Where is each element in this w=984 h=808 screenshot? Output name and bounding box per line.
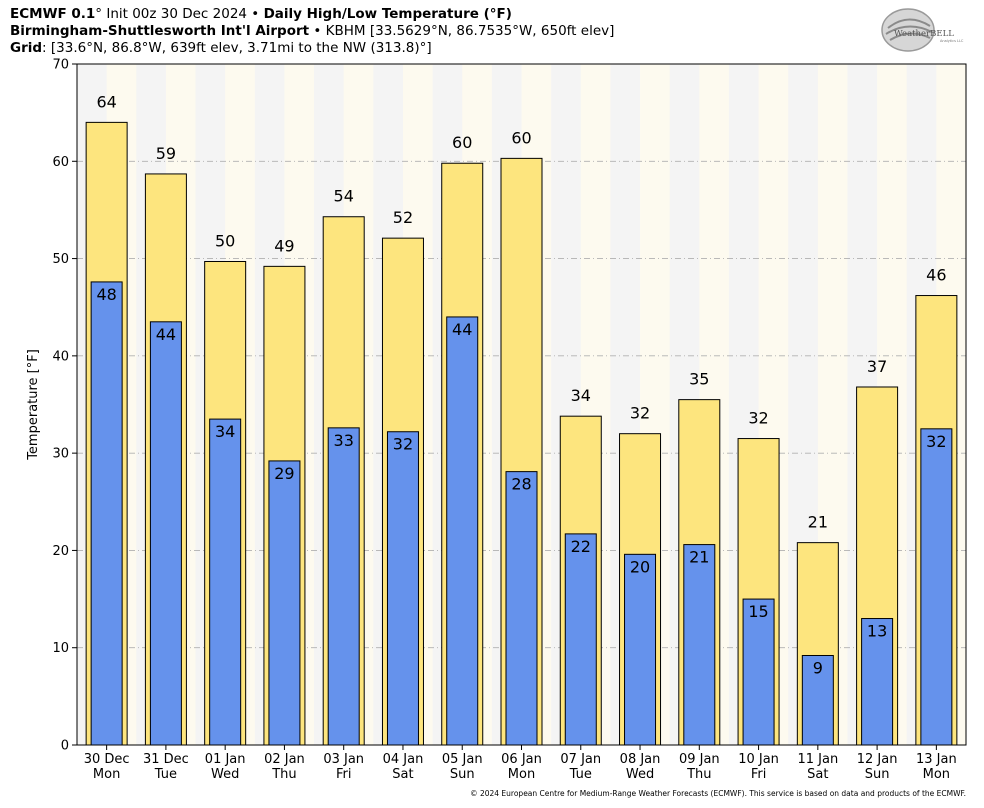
x-tick-label-day: Wed: [626, 767, 654, 782]
y-tick-label: 60: [52, 155, 69, 170]
high-label: 52: [393, 208, 413, 227]
high-label: 21: [808, 513, 828, 532]
x-tick-label-day: Fri: [336, 767, 352, 782]
high-label: 60: [452, 133, 472, 152]
low-bar: [327, 427, 360, 746]
low-bar: [209, 418, 242, 746]
y-tick-label: 70: [52, 58, 69, 73]
low-bar: [149, 321, 182, 746]
high-label: 54: [334, 187, 354, 206]
x-tick-label-date: 12 Jan: [857, 752, 898, 767]
x-tick-label-day: Sun: [450, 767, 475, 782]
x-tick-label-day: Wed: [211, 767, 239, 782]
low-label: 20: [630, 557, 650, 576]
x-tick-label-day: Mon: [93, 767, 120, 782]
x-tick-label-date: 30 Dec: [84, 752, 130, 767]
high-label: 37: [867, 357, 887, 376]
low-label: 28: [511, 475, 531, 494]
x-tick-label-day: Tue: [569, 767, 592, 782]
y-axis-label: Temperature [°F]: [26, 349, 41, 461]
y-tick-label: 50: [52, 252, 69, 267]
model-name: ECMWF 0.1: [10, 6, 96, 22]
logo-text: WeatherBELL: [894, 29, 954, 39]
x-tick-label-date: 07 Jan: [560, 752, 601, 767]
copyright-footer: © 2024 European Centre for Medium-Range …: [470, 789, 966, 798]
low-label: 44: [452, 320, 472, 339]
low-label: 48: [96, 285, 116, 304]
high-label: 59: [156, 144, 176, 163]
high-label: 46: [926, 266, 946, 285]
x-tick-label-day: Tue: [154, 767, 177, 782]
x-tick-label-day: Thu: [686, 767, 711, 782]
low-bar: [268, 460, 301, 746]
x-tick-label-day: Thu: [271, 767, 296, 782]
low-bar: [683, 544, 716, 746]
x-tick-label-date: 02 Jan: [264, 752, 305, 767]
low-bar: [920, 428, 953, 746]
logo-subtext: Analytics LLC: [940, 39, 964, 43]
grid-details: : [33.6°N, 86.8°W, 639ft elev, 3.71mi to…: [42, 40, 432, 56]
product-title: Daily High/Low Temperature (°F): [263, 6, 512, 22]
plot-frame: [76, 63, 967, 746]
x-tick-label-date: 13 Jan: [916, 752, 957, 767]
x-tick-label-date: 31 Dec: [143, 752, 189, 767]
low-bar: [624, 553, 657, 746]
x-tick-label-day: Fri: [751, 767, 767, 782]
x-tick-label-date: 09 Jan: [679, 752, 720, 767]
x-tick-label-date: 08 Jan: [620, 752, 661, 767]
high-label: 50: [215, 231, 235, 250]
station-details: • KBHM [33.5629°N, 86.7535°W, 650ft elev…: [309, 23, 615, 39]
x-tick-label-day: Mon: [508, 767, 535, 782]
high-label: 49: [274, 236, 294, 255]
station-name: Birmingham-Shuttlesworth Int'l Airport: [10, 23, 310, 39]
x-tick-label-date: 11 Jan: [797, 752, 838, 767]
low-label: 15: [748, 602, 768, 621]
high-label: 32: [630, 404, 650, 423]
high-label: 32: [748, 409, 768, 428]
low-bar: [861, 618, 894, 746]
low-label: 33: [334, 431, 354, 450]
low-label: 32: [926, 432, 946, 451]
header-line-2: Birmingham-Shuttlesworth Int'l Airport •…: [10, 23, 614, 40]
low-label: 9: [813, 658, 823, 677]
high-label: 35: [689, 370, 709, 389]
high-label: 60: [511, 128, 531, 147]
x-tick-label-day: Sun: [865, 767, 890, 782]
header-line-1: ECMWF 0.1° Init 00z 30 Dec 2024 • Daily …: [10, 6, 512, 23]
x-tick-label-day: Sat: [392, 767, 413, 782]
y-tick-label: 20: [52, 544, 69, 559]
low-label: 13: [867, 622, 887, 641]
x-tick-label-day: Sat: [807, 767, 828, 782]
low-label: 44: [156, 325, 176, 344]
y-tick-label: 0: [61, 739, 69, 754]
low-bar: [564, 533, 597, 746]
high-label: 64: [96, 92, 116, 111]
low-bar: [446, 316, 479, 746]
x-tick-label-date: 06 Jan: [501, 752, 542, 767]
x-tick-label-date: 03 Jan: [323, 752, 364, 767]
low-bar: [90, 281, 123, 746]
low-label: 21: [689, 548, 709, 567]
low-bar: [386, 431, 419, 746]
low-bar: [505, 471, 538, 746]
x-tick-label-date: 10 Jan: [738, 752, 779, 767]
low-label: 32: [393, 435, 413, 454]
low-label: 29: [274, 464, 294, 483]
init-time: ° Init 00z 30 Dec 2024 •: [95, 6, 264, 22]
y-tick-label: 30: [52, 447, 69, 462]
x-tick-label-date: 04 Jan: [383, 752, 424, 767]
grid-label: Grid: [10, 40, 43, 56]
high-label: 34: [571, 386, 591, 405]
y-tick-label: 10: [52, 641, 69, 656]
header-line-3: Grid: [33.6°N, 86.8°W, 639ft elev, 3.71m…: [10, 40, 432, 57]
weatherbell-logo: WeatherBELL Analytics LLC: [881, 8, 964, 52]
y-tick-label: 40: [52, 349, 69, 364]
x-tick-label-day: Mon: [923, 767, 950, 782]
low-label: 34: [215, 422, 235, 441]
low-label: 22: [571, 537, 591, 556]
x-tick-label-date: 01 Jan: [205, 752, 246, 767]
x-tick-label-date: 05 Jan: [442, 752, 483, 767]
